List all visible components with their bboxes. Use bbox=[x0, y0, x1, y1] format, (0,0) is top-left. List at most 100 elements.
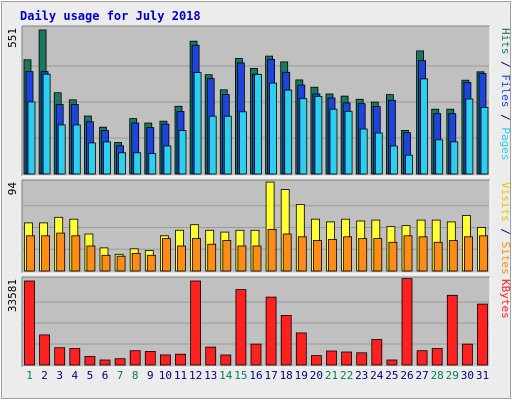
bar-sites-day-11 bbox=[177, 245, 186, 272]
chart-title: Daily usage for July 2018 bbox=[20, 9, 201, 23]
bar-kbytes-day-29 bbox=[446, 294, 458, 366]
x-tick-label-day-8: 8 bbox=[132, 369, 139, 382]
y-max-label: 551 bbox=[6, 28, 19, 48]
bar-kbytes-day-27 bbox=[416, 350, 428, 366]
x-tick-label-day-13: 13 bbox=[204, 369, 217, 382]
x-tick-label-day-9: 9 bbox=[147, 369, 154, 382]
bar-pages-day-1 bbox=[27, 101, 36, 175]
bar-sites-day-3 bbox=[56, 232, 66, 272]
bar-pages-day-14 bbox=[223, 115, 232, 175]
bar-pages-day-31 bbox=[480, 107, 489, 175]
x-tick-label-day-19: 19 bbox=[295, 369, 308, 382]
x-tick-label-day-15: 15 bbox=[234, 369, 247, 382]
bar-sites-day-9 bbox=[146, 254, 156, 272]
bar-kbytes-day-9 bbox=[144, 350, 156, 366]
bar-pages-day-24 bbox=[374, 132, 383, 175]
x-tick-label-day-27: 27 bbox=[415, 369, 428, 382]
side-legend: Visits / Sites bbox=[499, 182, 512, 275]
bar-pages-day-27 bbox=[420, 78, 429, 175]
bar-pages-day-11 bbox=[178, 130, 187, 175]
side-legend-part-1: / bbox=[499, 55, 512, 75]
bar-kbytes-day-13 bbox=[205, 346, 217, 366]
bar-pages-day-12 bbox=[193, 72, 202, 175]
bar-kbytes-day-17 bbox=[265, 296, 277, 366]
bar-pages-day-4 bbox=[72, 124, 81, 175]
bar-pages-day-3 bbox=[57, 124, 66, 175]
x-tick-label-day-6: 6 bbox=[102, 369, 109, 382]
bar-sites-day-16 bbox=[252, 245, 262, 272]
bar-kbytes-day-20 bbox=[310, 355, 322, 366]
bar-kbytes-day-25 bbox=[386, 359, 398, 366]
bar-kbytes-day-3 bbox=[54, 347, 66, 366]
bar-kbytes-day-11 bbox=[175, 353, 186, 366]
bar-sites-day-15 bbox=[237, 245, 247, 272]
bar-sites-day-29 bbox=[448, 240, 458, 272]
bar-kbytes-day-30 bbox=[461, 343, 473, 366]
bar-pages-day-21 bbox=[329, 108, 338, 175]
bar-pages-day-18 bbox=[284, 89, 293, 175]
side-legend-part-0: KBytes bbox=[499, 279, 512, 319]
bar-kbytes-day-26 bbox=[401, 278, 413, 366]
x-tick-label-day-12: 12 bbox=[189, 369, 202, 382]
bar-kbytes-day-14 bbox=[220, 354, 232, 366]
side-legend: KBytes bbox=[499, 279, 512, 319]
side-legend-part-2: Sites bbox=[499, 242, 512, 275]
x-tick-label-day-11: 11 bbox=[174, 369, 187, 382]
bar-pages-day-5 bbox=[88, 142, 96, 175]
side-legend-part-4: Pages bbox=[499, 127, 512, 160]
x-tick-label-day-17: 17 bbox=[264, 369, 277, 382]
bar-kbytes-day-10 bbox=[159, 354, 171, 366]
bar-pages-day-22 bbox=[344, 110, 353, 175]
bar-pages-day-15 bbox=[238, 111, 247, 175]
bar-pages-day-10 bbox=[163, 145, 172, 175]
bar-sites-day-18 bbox=[282, 233, 292, 272]
bar-pages-day-25 bbox=[389, 145, 398, 175]
bar-sites-day-27 bbox=[418, 236, 428, 272]
side-legend: Hits / Files / Pages bbox=[499, 28, 512, 161]
bar-pages-day-16 bbox=[254, 74, 262, 175]
side-legend-part-1: / bbox=[499, 222, 512, 242]
x-tick-label-day-4: 4 bbox=[71, 369, 78, 382]
bar-kbytes-day-12 bbox=[190, 280, 202, 366]
bar-pages-day-7 bbox=[118, 152, 126, 175]
bar-sites-day-28 bbox=[433, 241, 443, 272]
x-tick-label-day-16: 16 bbox=[249, 369, 262, 382]
x-tick-label-day-30: 30 bbox=[461, 369, 474, 382]
x-tick-label-day-14: 14 bbox=[219, 369, 233, 382]
side-legend-part-2: Files bbox=[499, 74, 512, 107]
bar-sites-day-7 bbox=[116, 255, 126, 272]
y-max-label: 33581 bbox=[6, 279, 19, 312]
x-tick-label-day-20: 20 bbox=[310, 369, 323, 382]
panel-kbytes: 33581 KBytes bbox=[6, 276, 512, 368]
bar-pages-day-8 bbox=[133, 152, 142, 175]
x-tick-label-day-29: 29 bbox=[446, 369, 459, 382]
bar-pages-day-2 bbox=[42, 73, 51, 175]
bar-sites-day-21 bbox=[328, 239, 337, 272]
panel-hits-files-pages: 551 Hits / Files / Pages bbox=[6, 25, 512, 177]
x-tick-label-day-7: 7 bbox=[117, 369, 124, 382]
bar-kbytes-day-2 bbox=[39, 334, 50, 366]
bar-sites-day-19 bbox=[297, 236, 307, 272]
bar-sites-day-4 bbox=[71, 235, 81, 272]
x-tick-label-day-22: 22 bbox=[340, 369, 353, 382]
x-tick-label-day-26: 26 bbox=[400, 369, 413, 382]
bar-sites-day-13 bbox=[207, 243, 217, 272]
bar-kbytes-day-15 bbox=[235, 289, 247, 366]
x-tick-label-day-5: 5 bbox=[87, 369, 94, 382]
bar-pages-day-13 bbox=[208, 115, 217, 175]
x-tick-label-day-21: 21 bbox=[325, 369, 338, 382]
x-tick-label-day-10: 10 bbox=[159, 369, 172, 382]
x-axis-day-labels: 1 2 3 4 5 6 7 8 9 10 11 12 13 14 15 16 17 18 19 20 21 22 23 24 2… bbox=[26, 369, 489, 382]
x-tick-label-day-3: 3 bbox=[56, 369, 63, 382]
x-tick-label-day-28: 28 bbox=[431, 369, 444, 382]
side-legend-part-0: Visits bbox=[499, 182, 512, 222]
bar-kbytes-day-22 bbox=[341, 351, 353, 366]
bar-pages-day-6 bbox=[103, 141, 111, 175]
bar-kbytes-day-23 bbox=[356, 352, 368, 366]
bar-sites-day-5 bbox=[86, 245, 96, 272]
bar-pages-day-30 bbox=[465, 98, 474, 175]
bar-pages-day-26 bbox=[405, 154, 413, 175]
x-tick-label-day-31: 31 bbox=[476, 369, 489, 382]
